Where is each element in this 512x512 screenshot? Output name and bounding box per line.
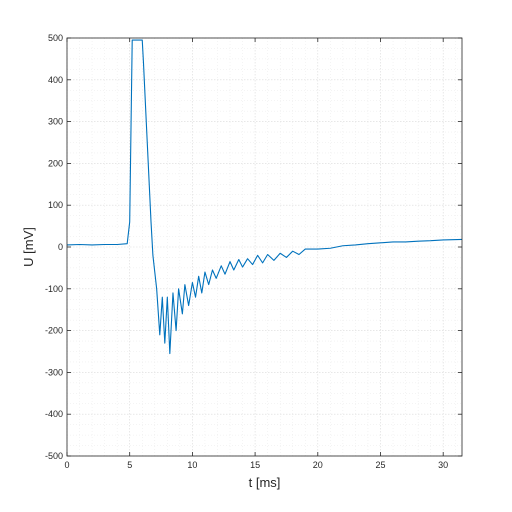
x-tick-label: 20 [313, 460, 323, 470]
series-line [66, 39, 463, 355]
y-tick-label: -100 [45, 284, 63, 294]
y-tick-label: -500 [45, 451, 63, 461]
x-tick-label: 5 [127, 460, 132, 470]
x-tick-label: 15 [250, 460, 260, 470]
x-tick-label: 0 [64, 460, 69, 470]
x-axis-title: t [ms] [249, 475, 281, 490]
tick-layer: 0 5 10 15 20 25 30 -500 -400 -300 -200 -100 0 100 200 3… [45, 33, 462, 470]
y-tick-label: 200 [48, 158, 63, 168]
y-tick-label: 400 [48, 75, 63, 85]
y-tick-label: 300 [48, 117, 63, 127]
data-line-layer [66, 39, 463, 355]
y-tick-label: -200 [45, 326, 63, 336]
y-tick-label: -400 [45, 409, 63, 419]
y-axis-title: U [mV] [21, 227, 36, 267]
x-tick-label: 10 [187, 460, 197, 470]
y-tick-label: 500 [48, 33, 63, 43]
y-tick-label: 100 [48, 200, 63, 210]
y-tick-label: -300 [45, 367, 63, 377]
grid-layer [66, 37, 462, 457]
x-tick-label: 25 [375, 460, 385, 470]
x-tick-label: 30 [438, 460, 448, 470]
y-tick-label: 0 [58, 242, 63, 252]
axes-frame [66, 37, 463, 457]
